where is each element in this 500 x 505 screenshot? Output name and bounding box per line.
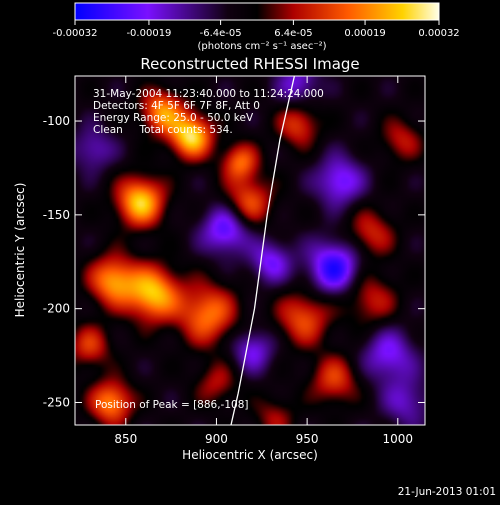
colorbar-tick-label: 0.00019 <box>344 28 385 39</box>
colorbar-tick-label: -0.00019 <box>126 28 171 39</box>
plot-frame <box>74 75 426 426</box>
annotation-clean: Clean Total counts: 534. <box>93 124 233 136</box>
x-axis-ticks: 850 900 950 1000 <box>114 76 413 446</box>
footer-date: 21-Jun-2013 01:01 <box>398 486 496 498</box>
colorbar-tick-label: -6.4e-05 <box>200 28 242 39</box>
heatmap-image <box>75 76 425 425</box>
chart-title: Reconstructed RHESSI Image <box>140 55 359 73</box>
colorbar-tick-label: 6.4e-05 <box>274 28 312 39</box>
y-tick-label: -100 <box>43 114 70 128</box>
x-tick-label: 900 <box>205 432 228 446</box>
colorbar-tick-label: 0.00032 <box>418 28 459 39</box>
annotation-peak: Position of Peak = [886,-108] <box>95 399 249 411</box>
x-axis-label: Heliocentric X (arcsec) <box>182 448 318 462</box>
x-tick-label: 850 <box>114 432 137 446</box>
y-axis-label: Heliocentric Y (arcsec) <box>13 183 27 318</box>
x-tick-label: 950 <box>296 432 319 446</box>
y-tick-label: -250 <box>43 395 70 409</box>
y-tick-label: -150 <box>43 208 70 222</box>
y-axis-ticks: -100 -150 -200 -250 <box>43 114 425 409</box>
y-tick-label: -200 <box>43 302 70 316</box>
colorbar-unit-label: (photons cm⁻² s⁻¹ asec⁻²) <box>197 41 326 52</box>
annotation-energy: Energy Range: 25.0 - 50.0 keV <box>93 112 254 124</box>
heatmap-area <box>75 76 425 425</box>
x-tick-label: 1000 <box>383 432 414 446</box>
colorbar-tick-label: -0.00032 <box>53 28 98 39</box>
annotation-detectors: Detectors: 4F 5F 6F 7F 8F, Att 0 <box>93 100 260 112</box>
annotation-time: 31-May-2004 11:23:40.000 to 11:24:24.000 <box>93 88 324 100</box>
colorbar <box>74 2 440 21</box>
solar-limb-line <box>230 76 296 425</box>
colorbar-ticks: -0.00032 -0.00019 -6.4e-05 6.4e-05 0.00019 0.… <box>53 20 460 39</box>
